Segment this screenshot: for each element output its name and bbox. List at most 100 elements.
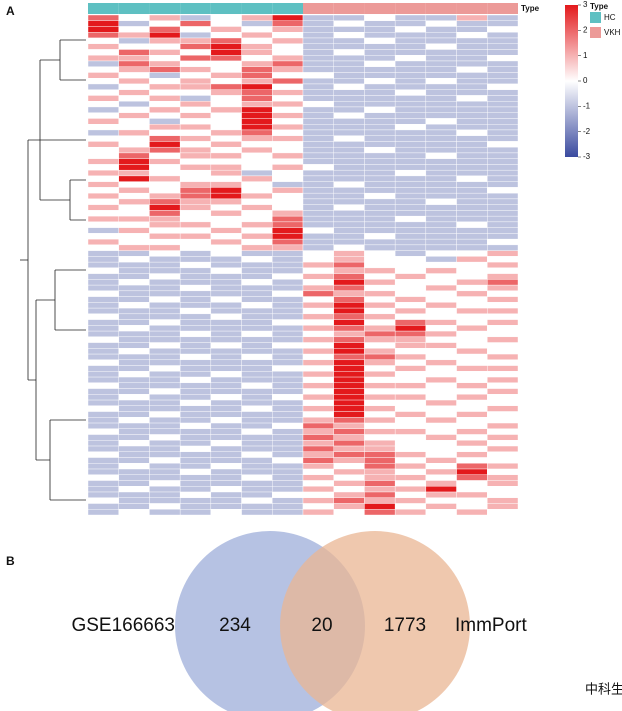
heatmap-cell xyxy=(272,290,304,297)
heatmap-cell xyxy=(118,204,150,211)
heatmap-cell xyxy=(272,14,304,21)
heatmap-cell xyxy=(179,221,212,228)
heatmap-cell xyxy=(487,227,519,234)
heatmap-cell xyxy=(241,244,273,251)
heatmap-cell xyxy=(487,192,519,200)
heatmap-cell xyxy=(272,60,304,67)
heatmap-cell xyxy=(179,336,212,343)
heatmap-cell xyxy=(364,457,396,464)
heatmap-cell xyxy=(456,169,488,177)
scale-tick-label: 0 xyxy=(583,76,588,85)
heatmap-cell xyxy=(210,307,242,315)
heatmap-cell xyxy=(394,313,427,320)
heatmap-cell xyxy=(425,215,457,223)
heatmap-cell xyxy=(179,152,212,159)
heatmap-cell xyxy=(302,78,334,85)
heatmap-cell xyxy=(241,43,273,50)
heatmap-cell xyxy=(241,509,273,516)
heatmap-cell xyxy=(179,302,212,309)
heatmap-cell xyxy=(241,187,273,194)
heatmap-cell xyxy=(333,118,365,125)
heatmap-cell xyxy=(364,66,396,73)
heatmap-cell xyxy=(456,359,488,366)
heatmap-cell xyxy=(302,37,334,44)
heatmap-cell xyxy=(87,319,119,326)
heatmap-cell xyxy=(302,313,334,320)
heatmap-cell xyxy=(302,32,334,39)
heatmap-cell xyxy=(149,445,181,452)
heatmap-cell xyxy=(425,394,457,401)
heatmap-cell xyxy=(394,434,427,441)
heatmap-cell xyxy=(118,158,150,165)
heatmap-cell xyxy=(241,20,273,27)
heatmap-cell xyxy=(179,399,212,407)
heatmap-cell xyxy=(364,359,396,366)
heatmap-cell xyxy=(487,342,519,349)
heatmap-cell xyxy=(456,141,488,148)
heatmap-cell xyxy=(425,158,457,165)
heatmap-cell xyxy=(425,112,457,119)
heatmap-cell xyxy=(149,118,181,125)
heatmap-cell xyxy=(333,480,365,487)
heatmap-cell xyxy=(394,181,427,188)
annotation-cell xyxy=(456,3,488,14)
heatmap-cell xyxy=(272,382,304,389)
heatmap-cell xyxy=(364,256,396,263)
heatmap-cell xyxy=(118,307,150,315)
heatmap-cell xyxy=(241,14,273,21)
heatmap-cell xyxy=(87,267,119,274)
heatmap-cell xyxy=(487,434,519,441)
heatmap-cell xyxy=(302,457,334,464)
heatmap-cell xyxy=(333,256,365,263)
heatmap-cell xyxy=(272,146,304,154)
heatmap-cell xyxy=(149,468,181,475)
heatmap-cell xyxy=(487,164,519,171)
heatmap-cell xyxy=(118,43,150,50)
heatmap-cell xyxy=(272,123,304,131)
heatmap-cell xyxy=(364,261,396,269)
heatmap-cell xyxy=(149,307,181,315)
heatmap-cell xyxy=(456,256,488,263)
heatmap-cell xyxy=(487,175,519,182)
heatmap-cell xyxy=(179,319,212,326)
heatmap-cell xyxy=(241,101,273,108)
heatmap-cell xyxy=(210,273,242,280)
heatmap-cell xyxy=(87,14,119,21)
heatmap-cell xyxy=(302,307,334,315)
heatmap-cell xyxy=(118,32,150,39)
heatmap-cell xyxy=(272,376,304,384)
heatmap-cell xyxy=(272,445,304,452)
heatmap-cell xyxy=(87,480,119,487)
heatmap-cell xyxy=(118,422,150,429)
heatmap-cell xyxy=(149,135,181,142)
heatmap-cell xyxy=(179,261,212,269)
heatmap-cell xyxy=(272,411,304,418)
heatmap-cell xyxy=(456,284,488,292)
heatmap-cell xyxy=(210,32,242,39)
heatmap-cell xyxy=(272,319,304,326)
heatmap-cell xyxy=(456,325,488,332)
heatmap-cell xyxy=(456,26,488,33)
heatmap-cell xyxy=(210,434,242,441)
heatmap-cell xyxy=(456,112,488,119)
heatmap-cell xyxy=(210,486,242,493)
heatmap-cell xyxy=(118,388,150,395)
heatmap-cell xyxy=(179,463,212,470)
heatmap-cell xyxy=(394,319,427,326)
heatmap-cell xyxy=(487,445,519,452)
heatmap-cell xyxy=(302,141,334,148)
heatmap-cell xyxy=(364,83,396,90)
heatmap-cell xyxy=(241,422,273,429)
heatmap-cell xyxy=(118,112,150,119)
heatmap-cell xyxy=(487,509,519,516)
heatmap-cell xyxy=(456,32,488,39)
heatmap-cell xyxy=(333,348,365,355)
heatmap-cell xyxy=(456,152,488,159)
heatmap-cell xyxy=(456,83,488,90)
heatmap-cell xyxy=(149,158,181,165)
heatmap-cell xyxy=(118,273,150,280)
heatmap-cell xyxy=(364,497,396,504)
heatmap-cell xyxy=(149,101,181,108)
heatmap-cell xyxy=(272,187,304,194)
annotation-cell xyxy=(364,3,396,14)
